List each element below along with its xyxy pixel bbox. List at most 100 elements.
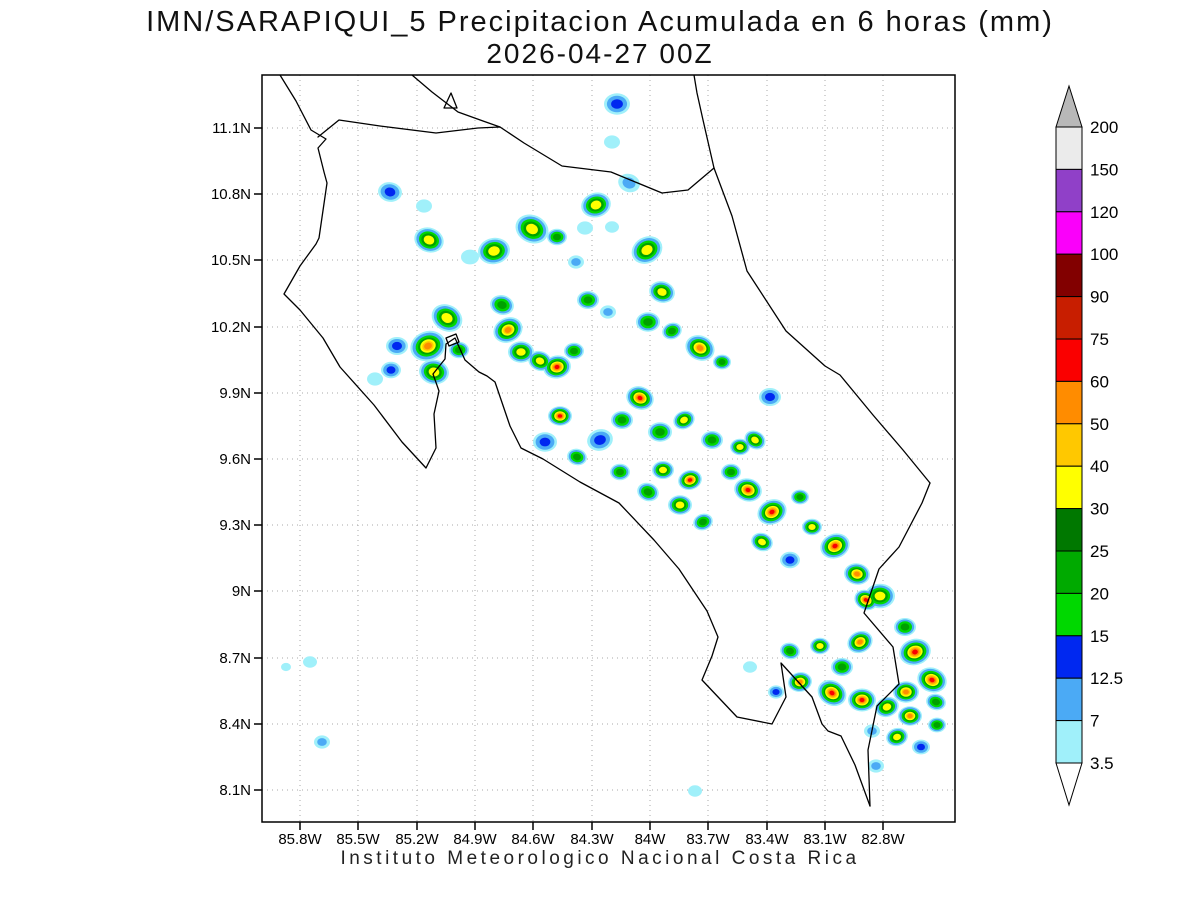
precip-cell-ring (526, 223, 538, 235)
precip-cell-ring (423, 235, 435, 245)
precip-cell-ring (699, 518, 707, 526)
y-tick-label: 9.3N (219, 517, 251, 534)
precip-cell-ring (386, 366, 396, 374)
precip-cell-ring (641, 245, 653, 255)
precip-cell-ring (590, 200, 602, 210)
precip-cell-ring (680, 416, 688, 424)
precip-cell-ring (657, 288, 667, 296)
colorbar-block (1055, 677, 1083, 722)
x-axis: 85.8W 85.5W 85.2W 84.9W 84.6W 84.3W 84W 83.7W 83… (278, 822, 906, 848)
precip-cell-ring (758, 538, 766, 546)
precip-cell-ring (367, 372, 383, 386)
colorbar-label: 120 (1090, 203, 1118, 222)
colorbar-label: 20 (1090, 584, 1109, 603)
x-tick-label: 84.9W (453, 831, 497, 848)
x-tick-label: 85.8W (278, 831, 322, 848)
x-tick-label: 83.7W (686, 831, 730, 848)
precip-cell-ring (874, 591, 886, 601)
precip-cell-ring (535, 357, 545, 365)
colorbar-label: 150 (1090, 160, 1118, 179)
colorbar-block (1055, 338, 1083, 382)
colorbar-block (1055, 550, 1083, 594)
precip-cell-ring (605, 221, 619, 233)
precip-cell-ring (659, 466, 667, 474)
precip-cell-ring (424, 342, 432, 350)
precip-cell-ring (816, 643, 824, 649)
precip-cell-ring (785, 556, 795, 564)
precip-cell-ring (786, 647, 794, 655)
precip-cell-ring (643, 488, 653, 496)
y-tick-label: 11.1N (212, 120, 251, 137)
precip-cell-ring (655, 428, 665, 436)
plot-frame (261, 74, 956, 823)
precip-cell-ring (743, 661, 757, 673)
colorbar-label: 30 (1090, 500, 1109, 519)
colorbar-label: 100 (1090, 245, 1118, 264)
precip-cell-ring (837, 663, 847, 671)
precip-cell-ring (871, 762, 881, 770)
precip-cell-ring (857, 639, 863, 645)
y-tick-label: 9N (232, 583, 251, 600)
colorbar-label: 90 (1090, 288, 1109, 307)
precip-cell-ring (688, 785, 702, 797)
precip-cell-ring (554, 364, 560, 370)
coastline-caribbean-coast-nicaragua (693, 75, 715, 169)
y-tick-label: 10.5N (211, 252, 251, 269)
x-tick-label: 82.8W (861, 831, 905, 848)
precip-cell-ring (687, 478, 693, 482)
precip-cell-ring (516, 348, 526, 356)
colorbar-label: 25 (1090, 542, 1109, 561)
colorbar-arrow-top (1055, 84, 1083, 128)
precip-cell-ring (696, 345, 704, 351)
precip-cell-ring (859, 697, 865, 703)
precip-cell-ring (539, 437, 551, 447)
colorbar-block (1055, 126, 1083, 170)
precip-cell-ring (718, 359, 726, 365)
precip-cell-ring (854, 571, 860, 577)
precip-cell-ring (570, 347, 578, 355)
coastline-caribbean-coast (713, 167, 931, 484)
y-tick-label: 8.4N (219, 716, 251, 733)
precip-cell-ring (461, 249, 479, 265)
page-subtitle-datetime: 2026-04-27 00Z (486, 38, 714, 69)
precip-cell-ring (583, 296, 593, 304)
precip-cell-ring (808, 524, 816, 530)
precip-cell-ring (882, 703, 892, 711)
precip-cell-ring (900, 623, 910, 631)
precip-cell-ring (594, 435, 606, 445)
precip-cell-ring (751, 436, 759, 444)
colorbar-label: 40 (1090, 457, 1109, 476)
coastline-layer (279, 75, 931, 807)
precip-cell-ring (893, 733, 901, 741)
precip-cell-ring (912, 649, 918, 655)
precip-cell-ring (384, 187, 396, 197)
precip-cell-ring (933, 722, 941, 728)
precip-cell-ring (553, 233, 561, 241)
precip-cell-ring (557, 414, 563, 418)
coastline-lake-island (443, 92, 458, 109)
colorbar-block (1055, 423, 1083, 467)
precip-cell-ring (929, 677, 935, 683)
colorbar-label: 3.5 (1090, 754, 1114, 773)
colorbar-block (1055, 380, 1083, 425)
y-tick-label: 9.6N (219, 451, 251, 468)
precip-cell-ring (611, 99, 623, 109)
y-tick-label: 10.2N (211, 319, 251, 336)
colorbar-block (1055, 253, 1083, 298)
precip-cell-ring (303, 656, 317, 668)
colorbar-label: 50 (1090, 415, 1109, 434)
coastline-panama-border (863, 482, 931, 807)
precip-cell-ring (604, 135, 620, 149)
precip-cell-ring (573, 453, 581, 461)
colorbar-block (1055, 211, 1083, 255)
x-tick-label: 84.6W (511, 831, 555, 848)
precip-cell-ring (745, 487, 751, 493)
precip-cell-ring (736, 444, 744, 450)
precip-cell-ring (577, 221, 593, 235)
precip-cell-ring (907, 713, 913, 719)
precip-cell-ring (504, 327, 512, 333)
colorbar-label: 12.5 (1090, 669, 1123, 688)
y-axis: 11.1N 10.8N 10.5N 10.2N 9.9N 9.6N 9.3N 9N 8.7N 8.… (211, 120, 262, 799)
precip-cell-ring (932, 698, 940, 706)
colorbar-label: 60 (1090, 372, 1109, 391)
